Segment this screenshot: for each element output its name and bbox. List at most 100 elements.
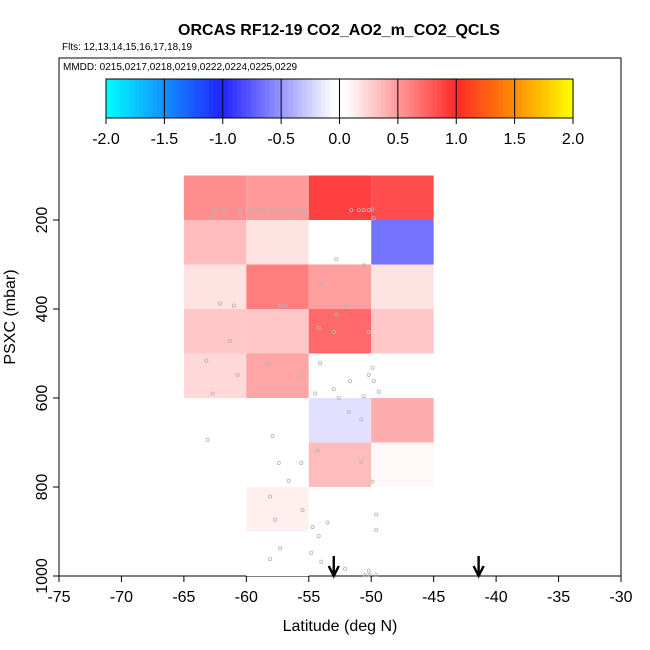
heatmap-cell-18 <box>308 353 372 398</box>
data-point-37 <box>370 365 375 370</box>
heatmap-cell-14 <box>308 309 372 354</box>
heatmap-cell-8 <box>183 264 247 309</box>
latitude-arrows <box>327 556 485 579</box>
heatmap-cell-12 <box>183 309 247 354</box>
colorbar-swatch-64 <box>404 79 411 118</box>
colorbar-swatch-43 <box>306 79 313 118</box>
data-point-7 <box>276 208 281 213</box>
heatmap-cell-19 <box>246 398 309 443</box>
data-point-64 <box>310 525 315 530</box>
data-point-67 <box>278 546 283 551</box>
data-point-4 <box>254 208 259 213</box>
data-point-15 <box>366 208 371 213</box>
colorbar-swatch-30 <box>246 79 252 118</box>
x-tick-label-8: -35 <box>547 589 570 606</box>
colorbar-swatch-73 <box>446 79 453 118</box>
data-point-41 <box>347 379 352 384</box>
colorbar-swatch-34 <box>264 79 271 118</box>
data-point-75 <box>362 573 367 578</box>
x-tick-label-1: -70 <box>110 589 133 606</box>
colorbar-swatch-74 <box>451 79 457 118</box>
colorbar-swatch-16 <box>180 79 186 118</box>
colorbar-swatch-57 <box>372 79 378 118</box>
colorbar-swatch-20 <box>199 79 205 118</box>
colorbar-swatch-61 <box>390 79 397 118</box>
colorbar-swatch-14 <box>171 79 177 118</box>
colorbar-swatch-91 <box>530 79 537 118</box>
data-point-58 <box>370 479 375 484</box>
colorbar-swatch-85 <box>502 79 509 118</box>
colorbar-swatch-6 <box>134 79 140 118</box>
data-point-72 <box>366 568 371 573</box>
data-point-9 <box>291 208 296 213</box>
colorbar-swatch-81 <box>484 79 490 118</box>
x-tick-label-2: -65 <box>172 589 195 606</box>
colorbar-swatch-71 <box>437 79 443 118</box>
data-point-8 <box>284 208 289 213</box>
data-point-33 <box>228 339 233 344</box>
colorbar-swatch-22 <box>208 79 215 118</box>
colorbar-swatch-2 <box>115 79 121 118</box>
colorbar-swatch-93 <box>540 79 546 118</box>
data-point-57 <box>286 478 291 483</box>
heatmap-cell-1 <box>246 175 309 220</box>
colorbar-swatch-94 <box>544 79 551 118</box>
data-point-21 <box>334 257 339 262</box>
y-tick-label-0: 200 <box>34 207 51 234</box>
colorbar-swatch-17 <box>185 79 191 118</box>
data-point-47 <box>336 395 341 400</box>
data-point-14 <box>361 208 366 213</box>
data-point-30 <box>316 325 321 330</box>
data-point-71 <box>342 566 347 571</box>
colorbar-swatch-75 <box>456 79 462 118</box>
colorbar-swatch-24 <box>218 79 224 118</box>
heatmap-cell-15 <box>371 309 434 354</box>
data-point-55 <box>299 460 304 465</box>
heatmap-cell-6 <box>308 220 372 265</box>
heatmap-cell-4 <box>183 220 247 265</box>
colorbar-swatch-72 <box>442 79 448 118</box>
colorbar-swatch-45 <box>316 79 322 118</box>
colorbar-swatch-44 <box>311 79 317 118</box>
colorbar-tick-label-3: -0.5 <box>267 131 295 148</box>
y-tick-label-2: 600 <box>34 385 51 412</box>
colorbar-swatch-63 <box>400 79 406 118</box>
heatmap-cell-3 <box>371 175 434 220</box>
colorbar-swatch-13 <box>166 79 172 118</box>
colorbar-swatch-0 <box>106 79 112 118</box>
data-point-19 <box>279 212 284 217</box>
data-point-25 <box>231 303 236 308</box>
heatmap-cell-27 <box>246 531 309 576</box>
data-point-42 <box>371 379 376 384</box>
heatmap-cell-20 <box>308 398 372 443</box>
colorbar-swatch-92 <box>535 79 541 118</box>
data-point-17 <box>209 216 214 221</box>
colorbar-swatch-35 <box>269 79 275 118</box>
data-point-38 <box>235 372 240 377</box>
x-tick-label-5: -50 <box>360 589 383 606</box>
colorbar-swatch-95 <box>549 79 555 118</box>
data-point-34 <box>204 358 209 363</box>
colorbar-swatch-65 <box>409 79 415 118</box>
colorbar-swatch-27 <box>232 79 238 118</box>
colorbar-swatch-70 <box>432 79 439 118</box>
chart-title: ORCAS RF12-19 CO2_AO2_m_CO2_QCLS <box>178 22 500 39</box>
x-tick-label-0: -75 <box>47 589 70 606</box>
data-point-39 <box>300 374 305 379</box>
data-point-54 <box>276 460 281 465</box>
colorbar-swatch-51 <box>344 79 350 118</box>
data-point-40 <box>366 372 371 377</box>
data-point-59 <box>268 494 273 499</box>
data-point-1 <box>221 208 226 213</box>
arrow-0 <box>327 556 340 579</box>
y-axis-label: PSXC (mbar) <box>2 269 19 364</box>
data-point-5 <box>261 208 266 213</box>
x-tick-label-7: -40 <box>485 589 508 606</box>
heatmap-cell-13 <box>246 309 309 354</box>
colorbar-swatch-68 <box>423 79 429 118</box>
colorbar-swatch-1 <box>110 79 116 118</box>
colorbar-swatch-82 <box>488 79 495 118</box>
heatmap-cell-21 <box>371 398 434 443</box>
data-point-10 <box>299 208 304 213</box>
plot-frame <box>58 57 622 577</box>
